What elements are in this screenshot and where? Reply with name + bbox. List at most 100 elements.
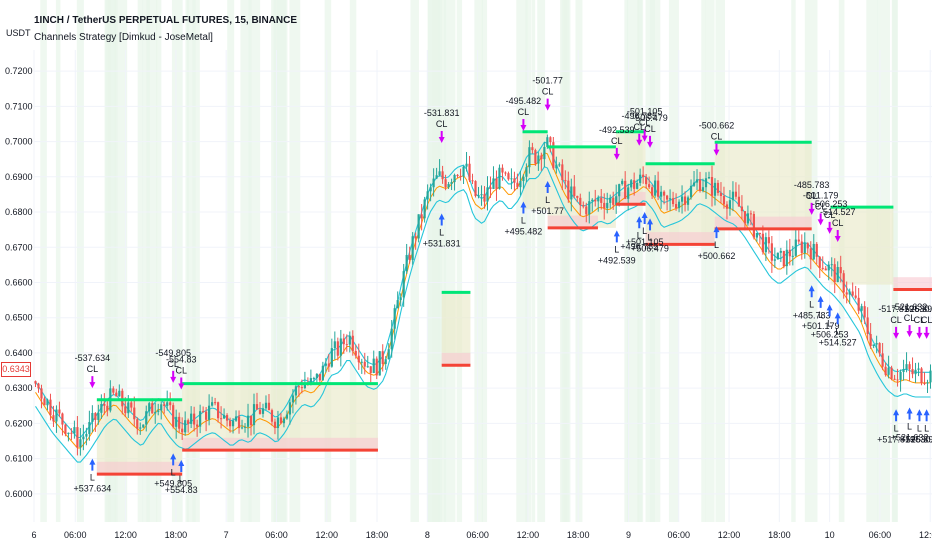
exit-arrow-icon xyxy=(170,370,177,383)
session-shade xyxy=(142,0,150,522)
strategy-name[interactable]: Channels Strategy [Dimkud - JoseMetal] xyxy=(34,32,213,43)
exit-label: CL xyxy=(824,210,836,220)
x-tick-label: 06:00 xyxy=(869,530,892,540)
trade-zone xyxy=(714,142,812,229)
exit-arrow-icon xyxy=(826,221,833,234)
candle-body xyxy=(333,341,336,349)
candle-body xyxy=(234,416,238,421)
x-tick-label: 12:00 xyxy=(718,530,741,540)
candle-body xyxy=(603,202,606,209)
candle-body xyxy=(46,399,49,406)
candle-body xyxy=(618,184,621,197)
exit-label: CL xyxy=(611,136,623,146)
session-shade xyxy=(40,0,47,522)
candle-body xyxy=(411,236,414,260)
exit-label: CL xyxy=(815,201,827,211)
exit-arrow-icon xyxy=(520,119,527,132)
candle-body xyxy=(67,432,70,434)
exit-label: CL xyxy=(176,366,188,376)
candle-body xyxy=(737,196,741,207)
candle-body xyxy=(558,164,561,166)
y-tick-label: 0.7100 xyxy=(5,101,33,111)
candle-body xyxy=(522,176,525,182)
candle-body xyxy=(435,175,438,179)
y-tick-label: 0.6400 xyxy=(5,348,33,358)
exit-value: -530.50 xyxy=(911,304,932,314)
time-axis: 6 06:00 12:00 18:00 7 06:00 12:00 18:00 8 06:00 12… xyxy=(31,530,932,540)
candle-body xyxy=(213,402,217,404)
candle-body xyxy=(252,404,256,426)
candle-body xyxy=(243,426,247,428)
candle-body xyxy=(450,182,453,185)
candle-body xyxy=(591,199,594,202)
entry-label: L xyxy=(809,299,814,309)
candle-body xyxy=(258,409,262,414)
stop-zone xyxy=(645,232,715,245)
candle-body xyxy=(246,415,250,427)
entry-value: +506.479 xyxy=(631,243,669,253)
exit-label: CL xyxy=(806,191,818,201)
candle-body xyxy=(549,137,552,143)
candle-body xyxy=(827,264,830,271)
session-shade xyxy=(324,0,332,522)
session-shade xyxy=(456,0,463,522)
candle-body xyxy=(878,343,881,354)
candle-body xyxy=(905,364,908,370)
candle-body xyxy=(399,297,402,301)
candle-body xyxy=(671,198,675,205)
candle-body xyxy=(477,195,480,197)
exit-value: -506.479 xyxy=(632,113,668,123)
candle-body xyxy=(199,411,202,427)
candle-body xyxy=(857,297,860,311)
candle-body xyxy=(492,178,495,189)
exit-value: -517.819 xyxy=(878,304,914,314)
candle-body xyxy=(444,179,447,188)
candle-body xyxy=(465,163,468,167)
exit-arrow-icon xyxy=(647,135,654,148)
chart-title: 1INCH / TetherUS PERPETUAL FUTURES, 15, … xyxy=(34,15,298,26)
candle-body xyxy=(414,236,417,239)
candle-body xyxy=(378,351,381,376)
candle-body xyxy=(561,164,564,181)
exit-arrow-icon xyxy=(636,133,643,146)
candle-body xyxy=(501,167,504,173)
candle-body xyxy=(863,306,866,318)
exit-label: CL xyxy=(87,364,99,374)
candle-body xyxy=(348,335,351,345)
exit-value: -526.397 xyxy=(902,304,932,314)
exit-label: CL xyxy=(633,122,645,132)
candle-body xyxy=(405,254,408,272)
candle-body xyxy=(660,191,663,197)
candle-body xyxy=(447,184,450,188)
candle-body xyxy=(381,351,384,364)
exit-value: -554.83 xyxy=(166,355,197,365)
exit-label: CL xyxy=(639,118,651,128)
entry-arrow-icon xyxy=(613,230,620,243)
candle-body xyxy=(432,178,435,188)
candle-body xyxy=(315,373,318,379)
x-tick-label: 12:00 xyxy=(517,530,540,540)
session-shade xyxy=(227,0,235,522)
candle-body xyxy=(776,252,779,260)
candle-body xyxy=(261,408,265,414)
level-lines xyxy=(96,130,932,476)
entry-value: +506.253 xyxy=(811,329,849,339)
session-shade xyxy=(349,0,357,522)
entry-label: L xyxy=(714,240,719,250)
candle-body xyxy=(797,239,800,242)
candle-body xyxy=(216,402,220,419)
candle-body xyxy=(498,167,501,189)
candle-body xyxy=(49,399,52,416)
session-shade xyxy=(55,0,61,522)
candle-body xyxy=(172,405,175,427)
candle-body xyxy=(273,421,277,429)
candle-body xyxy=(130,402,133,408)
candle-body xyxy=(267,402,271,411)
exit-value: -514.527 xyxy=(820,207,856,217)
candle-body xyxy=(899,371,902,381)
trade-zone xyxy=(96,399,183,475)
candle-body xyxy=(665,195,669,200)
candle-body xyxy=(710,177,714,196)
exit-arrow-icon xyxy=(834,229,841,242)
